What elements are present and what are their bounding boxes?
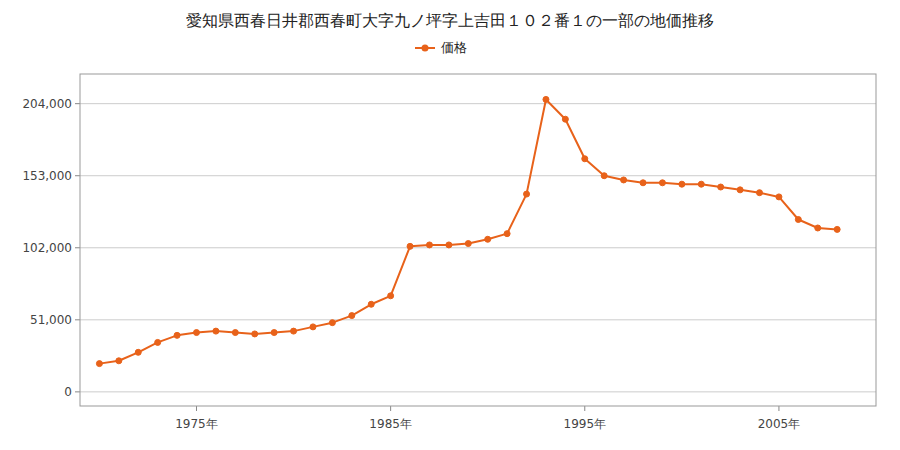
series-point: [407, 243, 413, 249]
y-tick-label: 0: [64, 385, 72, 399]
x-tick: [390, 406, 391, 411]
series-point: [757, 190, 763, 196]
series-point: [252, 331, 258, 337]
plot-frame: [80, 74, 876, 406]
series-point: [737, 187, 743, 193]
series-line: [99, 99, 837, 363]
series-point: [310, 324, 316, 330]
x-tick-label: 1995年: [564, 417, 607, 431]
series-point: [795, 217, 801, 223]
y-grid-line: [80, 391, 876, 392]
series-point: [116, 358, 122, 364]
series-point: [213, 328, 219, 334]
series-point: [524, 191, 530, 197]
series-point: [562, 116, 568, 122]
grid: [80, 104, 876, 392]
series-point: [504, 231, 510, 237]
y-tick: [75, 103, 80, 104]
series-point: [135, 349, 141, 355]
series-point: [329, 320, 335, 326]
series-point: [446, 242, 452, 248]
legend-marker: [422, 45, 429, 52]
y-grid-line: [80, 319, 876, 320]
y-grid-line: [80, 175, 876, 176]
x-tick: [196, 406, 197, 411]
x-tick-label: 1985年: [369, 417, 412, 431]
background: [0, 0, 900, 450]
legend: 価格: [415, 40, 467, 55]
series-point: [718, 184, 724, 190]
series-point: [388, 293, 394, 299]
x-tick-label: 2005年: [758, 417, 801, 431]
y-tick: [75, 175, 80, 176]
series-point: [582, 156, 588, 162]
axes: 0 51,000 102,000 153,000 204,000 1975年 1985年 19…: [22, 74, 876, 431]
y-tick: [75, 319, 80, 320]
y-tick-label: 204,000: [22, 97, 72, 111]
x-tick: [584, 406, 585, 411]
y-grid-line: [80, 103, 876, 104]
x-tick-label: 1975年: [175, 417, 218, 431]
series-point: [815, 225, 821, 231]
series-point: [465, 241, 471, 247]
data-group: [96, 96, 840, 366]
series-point: [426, 242, 432, 248]
series-point: [271, 330, 277, 336]
series-point: [679, 181, 685, 187]
series-point: [349, 313, 355, 319]
chart-svg: 愛知県西春日井郡西春町大字九ノ坪字上吉田１０２番１の一部の地価推移 0 51,000…: [0, 0, 900, 450]
y-tick-label: 153,000: [22, 169, 72, 183]
series-point: [698, 181, 704, 187]
series-point: [155, 339, 161, 345]
series-point: [174, 332, 180, 338]
series-point: [601, 173, 607, 179]
series-point: [232, 330, 238, 336]
series-point: [368, 301, 374, 307]
y-grid-line: [80, 247, 876, 248]
legend-label: 価格: [441, 40, 467, 55]
series-point: [193, 330, 199, 336]
series-point: [834, 226, 840, 232]
chart-container: 愛知県西春日井郡西春町大字九ノ坪字上吉田１０２番１の一部の地価推移 0 51,000…: [0, 0, 900, 450]
y-tick-label: 102,000: [22, 241, 72, 255]
series-point: [640, 180, 646, 186]
y-tick: [75, 391, 80, 392]
series-point: [96, 361, 102, 367]
series-point: [291, 328, 297, 334]
x-tick: [778, 406, 779, 411]
chart-title: 愛知県西春日井郡西春町大字九ノ坪字上吉田１０２番１の一部の地価推移: [186, 11, 714, 30]
series-point: [485, 236, 491, 242]
series-point: [776, 194, 782, 200]
series-point: [621, 177, 627, 183]
series-point: [659, 180, 665, 186]
y-tick: [75, 247, 80, 248]
series-point: [543, 96, 549, 102]
y-tick-label: 51,000: [30, 313, 72, 327]
